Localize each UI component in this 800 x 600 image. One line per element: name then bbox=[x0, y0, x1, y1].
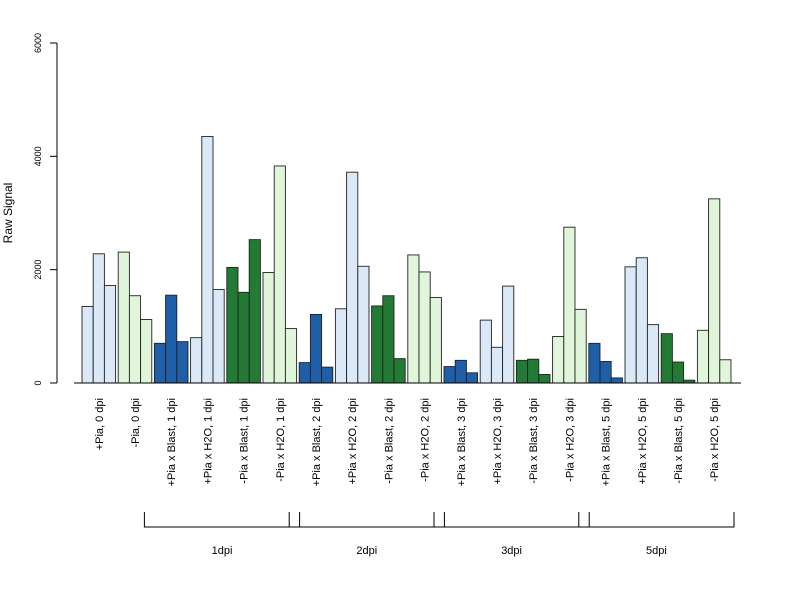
category-label: +Pia x H2O, 3 dpi bbox=[492, 398, 504, 485]
category-label: +Pia, 0 dpi bbox=[94, 398, 106, 450]
group-label: 2dpi bbox=[356, 545, 377, 557]
y-tick-label: 2000 bbox=[33, 260, 43, 280]
y-tick-label: 0 bbox=[33, 380, 43, 385]
category-labels: +Pia, 0 dpi -Pia, 0 dpi +Pia x Blast, 1 dp… bbox=[94, 398, 721, 486]
y-tick-label: 4000 bbox=[33, 146, 43, 166]
bar bbox=[176, 341, 189, 384]
bar bbox=[563, 226, 576, 384]
bar bbox=[696, 329, 710, 384]
group-bracket bbox=[433, 512, 590, 528]
bar bbox=[334, 308, 348, 384]
bar bbox=[357, 265, 370, 384]
category-label: -Pia x Blast, 2 dpi bbox=[383, 398, 395, 484]
bar bbox=[574, 308, 587, 384]
bar bbox=[393, 358, 406, 384]
category-label: +Pia x Blast, 2 dpi bbox=[311, 398, 323, 486]
bar bbox=[140, 319, 153, 384]
bars bbox=[81, 136, 732, 384]
category-label: -Pia, 0 dpi bbox=[130, 398, 142, 448]
y-tick-label: 6000 bbox=[33, 33, 43, 53]
category-label: +Pia x H2O, 2 dpi bbox=[347, 398, 359, 485]
bar bbox=[248, 239, 261, 384]
bar bbox=[165, 294, 178, 384]
bar bbox=[671, 361, 685, 384]
group-label: 5dpi bbox=[646, 545, 667, 557]
bar bbox=[128, 295, 142, 384]
bar bbox=[610, 377, 623, 384]
category-label: -Pia x Blast, 1 dpi bbox=[239, 398, 251, 484]
category-label: -Pia x H2O, 2 dpi bbox=[420, 398, 432, 482]
category-label: +Pia x Blast, 1 dpi bbox=[166, 398, 178, 486]
bar bbox=[552, 336, 565, 384]
bar bbox=[646, 324, 660, 384]
bar bbox=[588, 342, 601, 384]
bar bbox=[443, 366, 456, 384]
group-label: 1dpi bbox=[212, 545, 233, 557]
category-label: -Pia x H2O, 5 dpi bbox=[709, 398, 721, 482]
bar bbox=[660, 333, 673, 384]
category-label: -Pia x H2O, 3 dpi bbox=[564, 398, 576, 482]
bar bbox=[226, 266, 239, 384]
group-bracket bbox=[578, 512, 735, 528]
bar bbox=[284, 328, 298, 384]
bar bbox=[465, 372, 479, 384]
bar bbox=[92, 253, 105, 384]
bar bbox=[502, 285, 515, 384]
bar bbox=[103, 285, 117, 384]
bar bbox=[527, 358, 540, 384]
bar bbox=[515, 359, 529, 384]
bar bbox=[237, 291, 250, 384]
bar bbox=[201, 136, 214, 384]
bar bbox=[708, 198, 721, 384]
bar bbox=[371, 305, 384, 384]
bar bbox=[454, 359, 467, 384]
bar bbox=[490, 346, 504, 384]
bar bbox=[153, 342, 167, 384]
bar bbox=[212, 289, 225, 384]
bar bbox=[81, 306, 94, 384]
group-brackets: 1dpi 2dpi 3dpi 5dpi bbox=[143, 512, 735, 557]
bar bbox=[719, 359, 732, 384]
bar bbox=[298, 362, 311, 384]
category-label: -Pia x H2O, 1 dpi bbox=[275, 398, 287, 482]
y-axis-label: Raw Signal bbox=[1, 183, 15, 244]
bar bbox=[321, 366, 334, 384]
bar bbox=[418, 271, 431, 384]
bar bbox=[599, 361, 612, 384]
group-label: 3dpi bbox=[501, 545, 522, 557]
category-label: +Pia x Blast, 3 dpi bbox=[456, 398, 468, 486]
bar bbox=[538, 374, 551, 384]
bar bbox=[407, 254, 420, 384]
bar bbox=[635, 257, 648, 384]
bar bbox=[190, 337, 203, 384]
bar bbox=[479, 319, 492, 384]
bar bbox=[624, 266, 637, 384]
category-label: -Pia x Blast, 5 dpi bbox=[673, 398, 685, 484]
category-label: +Pia x H2O, 5 dpi bbox=[637, 398, 649, 485]
bar bbox=[273, 165, 286, 384]
bar bbox=[382, 295, 395, 384]
bar bbox=[117, 251, 130, 384]
bar bbox=[262, 272, 275, 384]
category-label: +Pia x Blast, 5 dpi bbox=[601, 398, 613, 486]
group-bracket bbox=[143, 512, 301, 528]
bar bbox=[429, 296, 442, 384]
group-bracket bbox=[288, 512, 445, 528]
bar bbox=[346, 171, 359, 384]
bar bbox=[309, 313, 323, 384]
category-label: +Pia x H2O, 1 dpi bbox=[202, 398, 214, 485]
category-label: -Pia x Blast, 3 dpi bbox=[528, 398, 540, 484]
y-axis: 0 2000 4000 6000 bbox=[33, 33, 58, 386]
